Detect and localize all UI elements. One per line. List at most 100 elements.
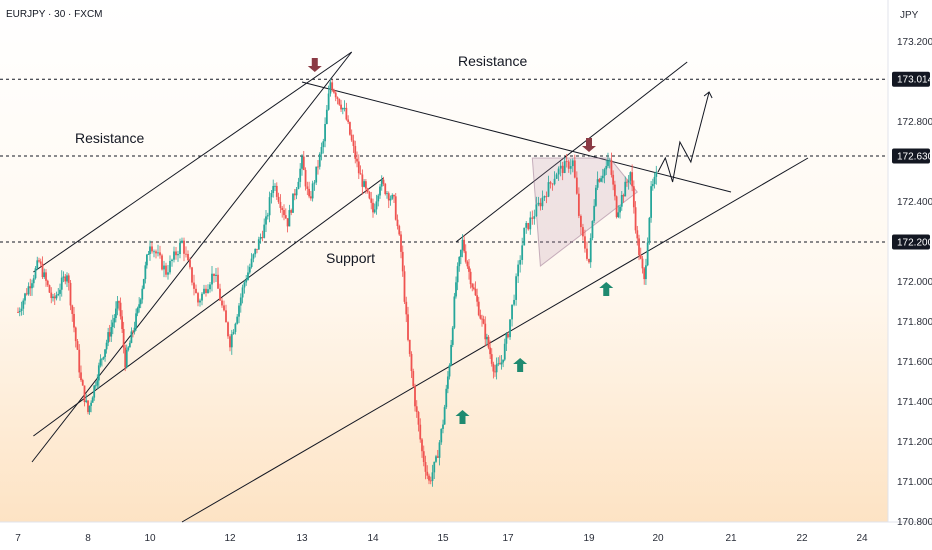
candle-body xyxy=(384,183,387,195)
candle-body xyxy=(424,461,427,472)
y-tick-label: 172.800 xyxy=(897,117,932,128)
candle-body xyxy=(627,180,630,183)
candle-body xyxy=(414,386,416,407)
up-arrow-icon xyxy=(513,358,528,372)
annotation-support: Support xyxy=(326,250,375,266)
candle-body xyxy=(382,179,385,184)
candle-body xyxy=(201,293,203,301)
candle-body xyxy=(433,461,436,473)
candle-body xyxy=(412,371,415,387)
candle-body xyxy=(584,236,586,249)
projection-path[interactable] xyxy=(657,91,713,183)
candle-body xyxy=(365,181,367,189)
y-tick-label: 171.200 xyxy=(897,437,932,448)
candle-body xyxy=(575,177,578,194)
candle-body xyxy=(340,104,342,110)
candle-body xyxy=(256,248,258,250)
candle-body xyxy=(87,400,89,413)
candle-body xyxy=(66,275,68,282)
candle-body xyxy=(631,172,634,187)
candle-body xyxy=(361,174,364,187)
candle-body xyxy=(479,315,482,319)
candle-body xyxy=(505,333,508,344)
candle-body xyxy=(144,265,147,280)
candle-body xyxy=(283,210,285,216)
candle-body xyxy=(394,196,397,220)
candle-body xyxy=(173,251,175,260)
candle-body xyxy=(60,277,63,290)
candle-body xyxy=(408,339,411,354)
horizontal-levels[interactable] xyxy=(0,78,888,243)
y-tick-label: 172.400 xyxy=(897,197,932,208)
candle-body xyxy=(468,266,470,272)
candle-body xyxy=(191,267,193,283)
arrows xyxy=(307,58,614,424)
candle-body xyxy=(366,188,369,192)
candle-body xyxy=(557,168,560,175)
candle-body xyxy=(363,181,366,187)
candle-body xyxy=(71,305,74,314)
candle-body xyxy=(571,160,574,167)
candle-body xyxy=(541,197,544,207)
candle-body xyxy=(352,140,355,147)
candle-body xyxy=(643,268,646,280)
candle-body xyxy=(179,242,181,255)
candle-body xyxy=(125,349,128,368)
candle-body xyxy=(492,363,495,372)
candle-body xyxy=(17,312,19,313)
candle-body xyxy=(205,288,207,293)
candle-body xyxy=(472,287,475,289)
candle-body xyxy=(476,295,479,302)
candle-body xyxy=(525,223,528,228)
candle-body xyxy=(471,284,474,288)
candle-body xyxy=(577,193,580,216)
candle-body xyxy=(639,255,642,259)
candle-body xyxy=(18,310,21,313)
projection-arrowhead xyxy=(703,91,713,99)
candle-body xyxy=(436,456,439,458)
candle-body xyxy=(422,451,425,462)
candle-body xyxy=(102,357,105,359)
candle-body xyxy=(275,185,278,197)
candle-body xyxy=(177,254,179,256)
candle-body xyxy=(653,176,656,185)
candle-body xyxy=(634,207,637,231)
triangle-pattern[interactable] xyxy=(531,157,639,267)
candle-body xyxy=(645,265,647,280)
candle-body xyxy=(272,185,275,194)
candle-body xyxy=(320,147,323,154)
candle-body xyxy=(59,289,61,294)
candle-body xyxy=(500,362,503,365)
down-arrow-icon xyxy=(582,138,596,152)
candle-body xyxy=(183,240,185,254)
candle-body xyxy=(163,265,165,270)
candle-body xyxy=(25,293,28,295)
candle-body xyxy=(96,380,99,386)
candle-body xyxy=(219,288,221,301)
candle-body xyxy=(469,271,472,285)
up-arrow-icon xyxy=(599,282,614,296)
candle-body xyxy=(213,273,215,276)
candle-body xyxy=(88,405,91,413)
candle-body xyxy=(306,186,309,189)
candle-body xyxy=(368,191,371,199)
candle-body xyxy=(333,89,335,93)
candle-body xyxy=(417,411,420,425)
x-tick-label: 8 xyxy=(85,533,91,544)
candle-body xyxy=(438,442,441,458)
candle-body xyxy=(537,202,540,205)
x-tick-label: 10 xyxy=(144,533,156,544)
candle-body xyxy=(359,173,362,175)
candle-body xyxy=(138,304,141,309)
candle-body xyxy=(605,165,608,170)
candle-body xyxy=(458,257,461,267)
candle-body xyxy=(223,305,225,311)
candle-body xyxy=(64,276,67,282)
candle-body xyxy=(277,196,280,202)
candle-body xyxy=(127,347,130,350)
candle-body xyxy=(257,239,260,250)
symbol-label: EURJPY · 30 · FXCM xyxy=(6,9,103,20)
candle-body xyxy=(122,328,125,348)
candle-body xyxy=(429,480,432,482)
